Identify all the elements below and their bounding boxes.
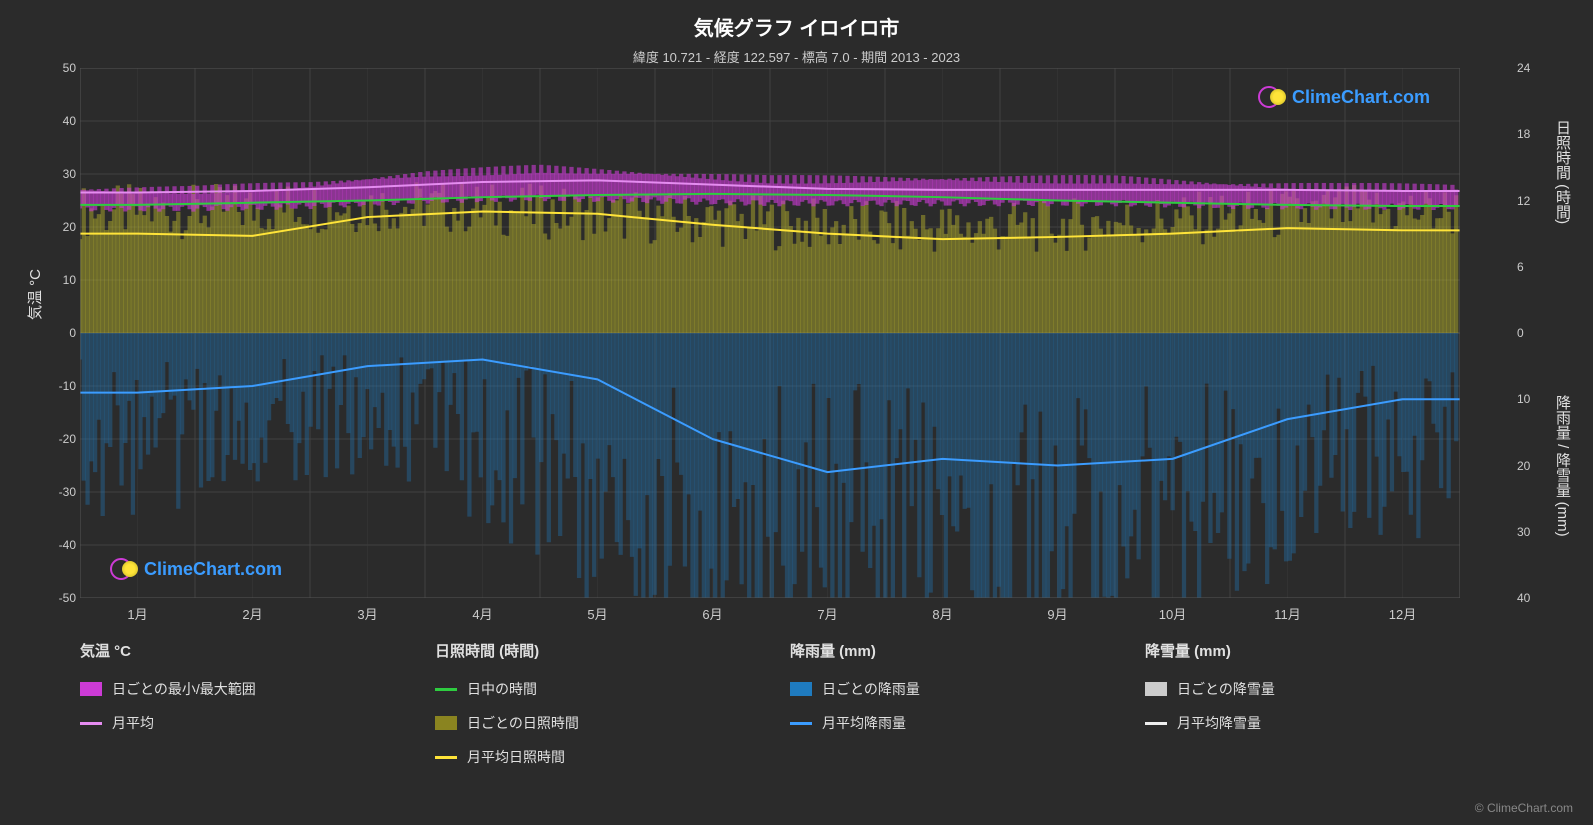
x-ticks: 1月 2月 3月 4月 5月 6月 7月 8月 9月 10月 11月 12月: [80, 604, 1460, 628]
legend-item: 日ごとの最小/最大範囲: [80, 679, 395, 699]
legend-swatch-icon: [80, 682, 102, 696]
x-tick: 12月: [1389, 604, 1416, 623]
y-axis-left-label: 気温 °C: [24, 269, 45, 320]
x-tick: 6月: [702, 604, 722, 623]
legend-header: 降雨量 (mm): [790, 640, 1105, 661]
legend-label: 月平均: [112, 713, 154, 733]
y-tick-right: 24: [1517, 61, 1545, 75]
y-axis-right-label-sunshine: 日照時間 (時間): [1552, 120, 1573, 224]
legend-item: 日ごとの降雨量: [790, 679, 1105, 699]
legend-column: 降雪量 (mm) 日ごとの降雪量月平均降雪量: [1145, 640, 1460, 767]
legend-line-icon: [435, 688, 457, 691]
climechart-logo-icon: [1258, 83, 1286, 111]
legend-label: 日中の時間: [467, 679, 537, 699]
y-tick-right: 12: [1517, 194, 1545, 208]
legend-header: 日照時間 (時間): [435, 640, 750, 661]
legend-header: 降雪量 (mm): [1145, 640, 1460, 661]
y-tick-right: 0: [1517, 326, 1545, 340]
y-axis-right-label-precip: 降雨量 / 降雪量 (mm): [1552, 395, 1573, 537]
legend-line-icon: [80, 722, 102, 725]
y-tick-left: 40: [48, 114, 76, 128]
plot-svg: [80, 68, 1460, 598]
legend-item: 月平均降雪量: [1145, 713, 1460, 733]
y-tick-left: -40: [48, 538, 76, 552]
legend-line-icon: [435, 756, 457, 759]
legend-label: 月平均日照時間: [467, 747, 565, 767]
legend-line-icon: [1145, 722, 1167, 725]
y-tick-left: 50: [48, 61, 76, 75]
legend-item: 月平均降雨量: [790, 713, 1105, 733]
watermark-text: ClimeChart.com: [1292, 87, 1430, 108]
legend-item: 月平均日照時間: [435, 747, 750, 767]
y-tick-left: -50: [48, 591, 76, 605]
chart-plot-area: ClimeChart.com ClimeChart.com: [80, 68, 1460, 598]
legend-item: 日ごとの日照時間: [435, 713, 750, 733]
x-tick: 11月: [1274, 604, 1301, 623]
x-tick: 1月: [127, 604, 147, 623]
y-tick-left: -10: [48, 379, 76, 393]
legend-label: 日ごとの降雪量: [1177, 679, 1275, 699]
legend-label: 月平均降雨量: [822, 713, 906, 733]
x-tick: 8月: [932, 604, 952, 623]
y-tick-right: 10: [1517, 392, 1545, 406]
chart-subtitle: 緯度 10.721 - 経度 122.597 - 標高 7.0 - 期間 201…: [0, 41, 1593, 66]
watermark-top: ClimeChart.com: [1258, 83, 1430, 111]
copyright-text: © ClimeChart.com: [1475, 801, 1573, 815]
legend-label: 日ごとの日照時間: [467, 713, 579, 733]
y-tick-left: 10: [48, 273, 76, 287]
y-ticks-left: -50-40-30-20-1001020304050: [48, 68, 76, 598]
y-tick-right: 40: [1517, 591, 1545, 605]
x-tick: 7月: [817, 604, 837, 623]
y-tick-left: -30: [48, 485, 76, 499]
legend-column: 降雨量 (mm) 日ごとの降雨量月平均降雨量: [790, 640, 1105, 767]
legend-swatch-icon: [1145, 682, 1167, 696]
y-ticks-right: 0612182410203040: [1517, 68, 1545, 598]
legend-item: 日中の時間: [435, 679, 750, 699]
x-tick: 9月: [1047, 604, 1067, 623]
y-tick-left: 20: [48, 220, 76, 234]
y-tick-right: 6: [1517, 260, 1545, 274]
legend-label: 日ごとの最小/最大範囲: [112, 679, 256, 699]
y-tick-left: 0: [48, 326, 76, 340]
chart-title: 気候グラフ イロイロ市: [0, 0, 1593, 41]
y-tick-right: 30: [1517, 525, 1545, 539]
x-tick: 10月: [1159, 604, 1186, 623]
legend-label: 日ごとの降雨量: [822, 679, 920, 699]
legend-item: 月平均: [80, 713, 395, 733]
x-tick: 5月: [587, 604, 607, 623]
y-tick-left: 30: [48, 167, 76, 181]
legend-line-icon: [790, 722, 812, 725]
x-tick: 2月: [242, 604, 262, 623]
legend-column: 気温 °C 日ごとの最小/最大範囲月平均: [80, 640, 395, 767]
legend-swatch-icon: [435, 716, 457, 730]
x-tick: 3月: [357, 604, 377, 623]
y-tick-left: -20: [48, 432, 76, 446]
y-tick-right: 18: [1517, 127, 1545, 141]
legend-header: 気温 °C: [80, 640, 395, 661]
legend: 気温 °C 日ごとの最小/最大範囲月平均 日照時間 (時間) 日中の時間日ごとの日照時…: [80, 640, 1460, 767]
climechart-logo-icon: [110, 555, 138, 583]
legend-label: 月平均降雪量: [1177, 713, 1261, 733]
y-tick-right: 20: [1517, 459, 1545, 473]
legend-column: 日照時間 (時間) 日中の時間日ごとの日照時間月平均日照時間: [435, 640, 750, 767]
x-tick: 4月: [472, 604, 492, 623]
watermark-text: ClimeChart.com: [144, 559, 282, 580]
legend-item: 日ごとの降雪量: [1145, 679, 1460, 699]
watermark-bottom: ClimeChart.com: [110, 555, 282, 583]
legend-swatch-icon: [790, 682, 812, 696]
